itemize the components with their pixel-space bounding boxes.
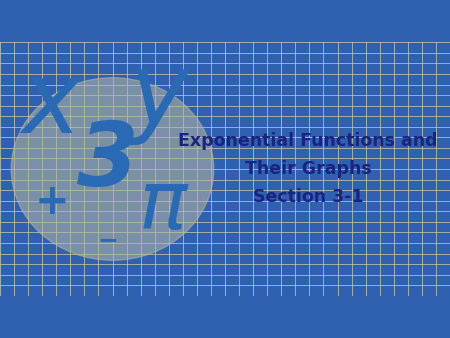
Text: Exponential Functions and
Their Graphs
Section 3-1: Exponential Functions and Their Graphs S… [179,132,438,206]
Text: +: + [34,181,69,223]
Text: $\mathit{y}$: $\mathit{y}$ [127,50,192,146]
Text: $\pi$: $\pi$ [139,168,190,246]
Ellipse shape [11,78,214,260]
Text: −: − [98,228,118,252]
Text: 3: 3 [77,118,139,205]
Text: $\mathit{x}$: $\mathit{x}$ [19,57,84,154]
